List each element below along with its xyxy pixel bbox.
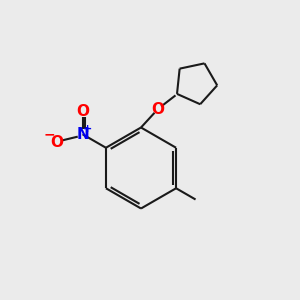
Text: +: + [83,124,92,134]
Text: O: O [76,104,89,119]
Text: N: N [76,127,89,142]
Text: −: − [44,127,56,141]
Text: O: O [50,135,63,150]
Text: O: O [151,102,164,117]
